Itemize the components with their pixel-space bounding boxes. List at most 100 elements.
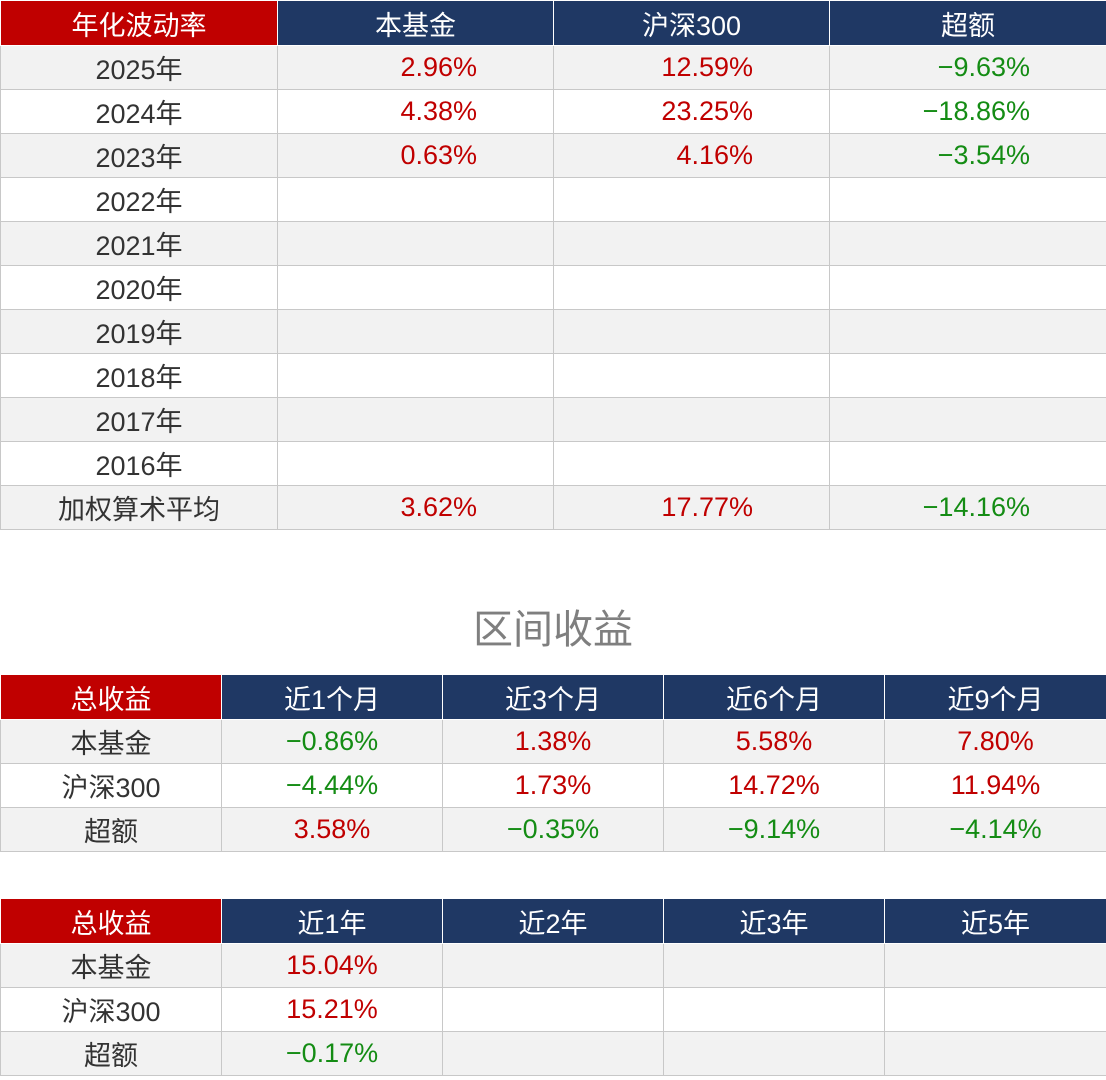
row-label: 加权算术平均 — [0, 485, 278, 530]
table-row: 加权算术平均 3.62% 17.77% −14.16% — [0, 485, 1106, 530]
value-cell: −18.86% — [829, 89, 1106, 134]
row-label: 2020年 — [0, 265, 278, 310]
value-cell — [277, 397, 554, 442]
row-label: 沪深300 — [0, 987, 222, 1032]
value-cell: 15.21% — [221, 987, 443, 1032]
value-cell: 4.38% — [277, 89, 554, 134]
value-cell — [277, 309, 554, 354]
value-cell: 12.59% — [553, 45, 830, 90]
value-cell — [829, 397, 1106, 442]
volatility-table: 年化波动率 本基金 沪深300 超额 2025年 2.96% 12.59% −9… — [0, 0, 1106, 530]
value-cell — [829, 441, 1106, 486]
returns-header-6m: 近6个月 — [663, 674, 885, 720]
value-cell: 14.72% — [663, 763, 885, 808]
table-row: 2018年 — [0, 353, 1106, 398]
period-returns-table: 总收益 近1个月 近3个月 近6个月 近9个月 本基金 −0.86% 1.38%… — [0, 674, 1106, 852]
value-cell: 15.04% — [221, 943, 443, 988]
value-cell — [829, 353, 1106, 398]
value-cell — [277, 221, 554, 266]
volatility-header-label: 年化波动率 — [0, 0, 278, 46]
value-cell — [277, 353, 554, 398]
row-label: 2017年 — [0, 397, 278, 442]
value-cell: −9.63% — [829, 45, 1106, 90]
value-cell: −0.17% — [221, 1031, 443, 1076]
row-label: 超额 — [0, 807, 222, 852]
value-cell — [442, 943, 664, 988]
table-row: 2025年 2.96% 12.59% −9.63% — [0, 45, 1106, 90]
value-cell: 0.63% — [277, 133, 554, 178]
row-label: 超额 — [0, 1031, 222, 1076]
value-cell — [442, 987, 664, 1032]
returns-header-label: 总收益 — [0, 674, 222, 720]
table-row: 本基金 −0.86% 1.38% 5.58% 7.80% — [0, 719, 1106, 764]
value-cell — [663, 1031, 885, 1076]
value-cell: 1.38% — [442, 719, 664, 764]
value-cell: 7.80% — [884, 719, 1106, 764]
value-cell — [829, 265, 1106, 310]
table-row: 2019年 — [0, 309, 1106, 354]
returns-header-row: 总收益 近1年 近2年 近3年 近5年 — [0, 898, 1106, 944]
value-cell — [553, 221, 830, 266]
value-cell — [884, 1031, 1106, 1076]
table-row: 2021年 — [0, 221, 1106, 266]
value-cell — [663, 987, 885, 1032]
returns-header-3y: 近3年 — [663, 898, 885, 944]
row-label: 2019年 — [0, 309, 278, 354]
value-cell — [829, 177, 1106, 222]
value-cell — [277, 441, 554, 486]
value-cell — [553, 353, 830, 398]
returns-header-9m: 近9个月 — [884, 674, 1106, 720]
volatility-header-csi300: 沪深300 — [553, 0, 830, 46]
value-cell: 3.58% — [221, 807, 443, 852]
value-cell — [277, 265, 554, 310]
table-row: 2024年 4.38% 23.25% −18.86% — [0, 89, 1106, 134]
volatility-header-row: 年化波动率 本基金 沪深300 超额 — [0, 0, 1106, 46]
returns-header-1m: 近1个月 — [221, 674, 443, 720]
value-cell — [553, 177, 830, 222]
table-row: 2022年 — [0, 177, 1106, 222]
table-row: 2023年 0.63% 4.16% −3.54% — [0, 133, 1106, 178]
value-cell: −0.35% — [442, 807, 664, 852]
value-cell — [553, 441, 830, 486]
row-label: 本基金 — [0, 943, 222, 988]
value-cell: −9.14% — [663, 807, 885, 852]
table-row: 2017年 — [0, 397, 1106, 442]
value-cell: −14.16% — [829, 485, 1106, 530]
value-cell — [277, 177, 554, 222]
returns-header-3m: 近3个月 — [442, 674, 664, 720]
value-cell — [884, 987, 1106, 1032]
value-cell: −4.44% — [221, 763, 443, 808]
returns-header-1y: 近1年 — [221, 898, 443, 944]
table-row: 2016年 — [0, 441, 1106, 486]
returns-header-5y: 近5年 — [884, 898, 1106, 944]
value-cell: −4.14% — [884, 807, 1106, 852]
row-label: 2016年 — [0, 441, 278, 486]
row-label: 2024年 — [0, 89, 278, 134]
value-cell — [884, 943, 1106, 988]
value-cell — [553, 397, 830, 442]
row-label: 2018年 — [0, 353, 278, 398]
table-row: 超额 −0.17% — [0, 1031, 1106, 1076]
value-cell — [553, 265, 830, 310]
table-row: 超额 3.58% −0.35% −9.14% −4.14% — [0, 807, 1106, 852]
value-cell: 4.16% — [553, 133, 830, 178]
row-label: 本基金 — [0, 719, 222, 764]
returns-header-2y: 近2年 — [442, 898, 664, 944]
volatility-header-excess: 超额 — [829, 0, 1106, 46]
row-label: 2021年 — [0, 221, 278, 266]
value-cell: 2.96% — [277, 45, 554, 90]
row-label: 2025年 — [0, 45, 278, 90]
value-cell: 23.25% — [553, 89, 830, 134]
row-label: 2022年 — [0, 177, 278, 222]
value-cell: 3.62% — [277, 485, 554, 530]
volatility-header-fund: 本基金 — [277, 0, 554, 46]
long-period-returns-table: 总收益 近1年 近2年 近3年 近5年 本基金 15.04% 沪深300 15.… — [0, 898, 1106, 1076]
table-row: 2020年 — [0, 265, 1106, 310]
returns-header-label: 总收益 — [0, 898, 222, 944]
value-cell: 17.77% — [553, 485, 830, 530]
value-cell — [553, 309, 830, 354]
value-cell — [663, 943, 885, 988]
value-cell: 5.58% — [663, 719, 885, 764]
value-cell: −0.86% — [221, 719, 443, 764]
value-cell: 1.73% — [442, 763, 664, 808]
